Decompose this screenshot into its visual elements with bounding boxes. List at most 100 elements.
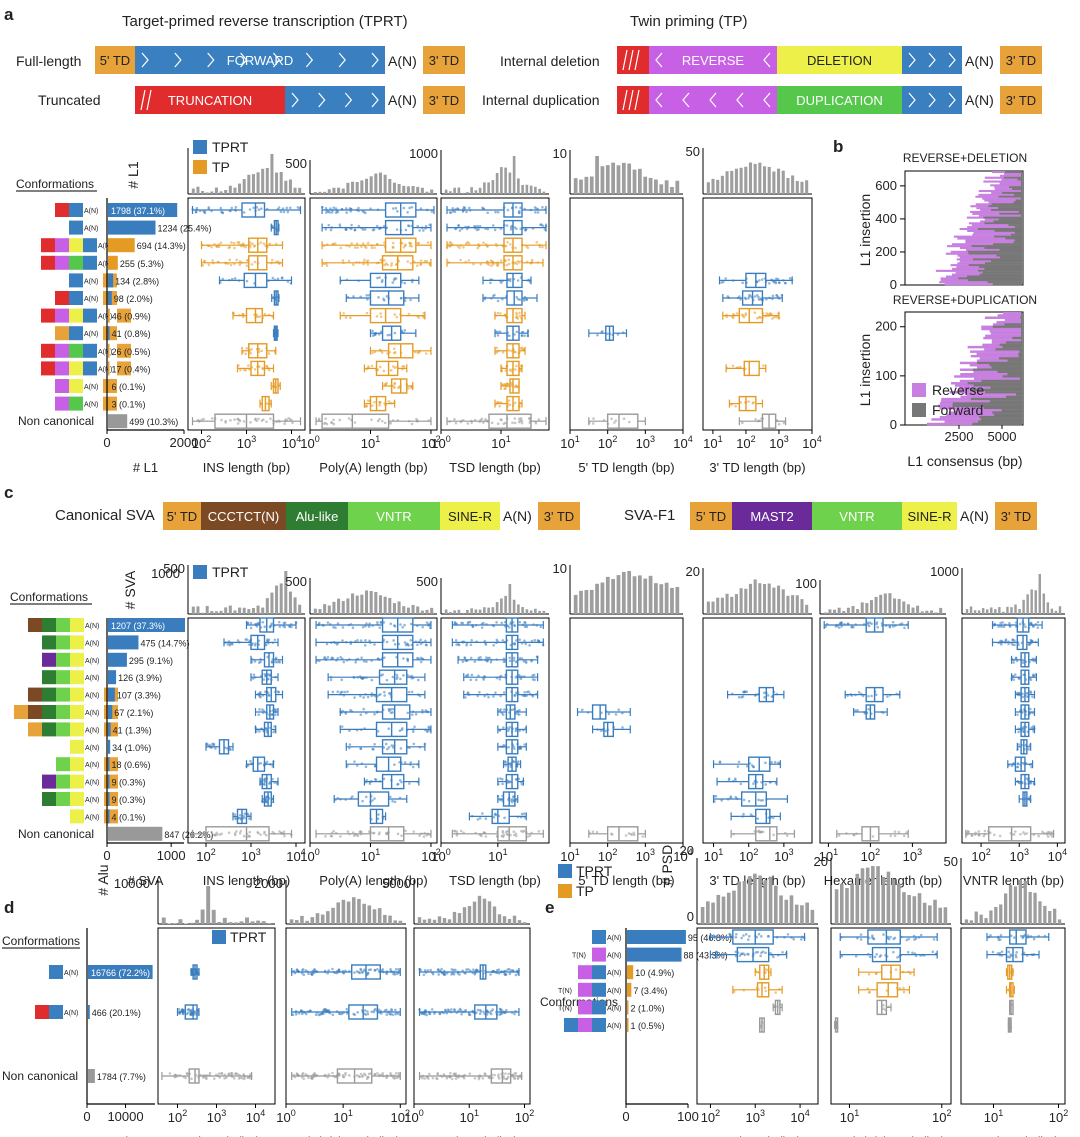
data-point — [229, 263, 233, 267]
iqr-box — [606, 826, 639, 842]
data-point — [469, 656, 473, 660]
reverse-segment — [947, 245, 972, 248]
polya-mini: A(N) — [84, 402, 98, 409]
data-point — [257, 621, 260, 625]
sva-f1-seg — [732, 502, 812, 530]
forward-segment — [984, 391, 1022, 394]
hist-bar — [916, 605, 920, 614]
data-point — [738, 295, 741, 298]
data-point — [462, 246, 465, 249]
data-point — [513, 747, 516, 750]
data-point — [348, 207, 352, 210]
data-point — [591, 422, 595, 425]
forward-segment — [1018, 210, 1022, 213]
hist-zero-label: 0 — [687, 909, 694, 924]
polya-mini: A(N) — [85, 623, 99, 630]
reverse-segment — [958, 388, 970, 392]
forward-segment — [1007, 359, 1022, 362]
data-point — [450, 1077, 454, 1081]
data-point — [278, 830, 281, 833]
hist-bar — [470, 608, 473, 614]
internal-duplication-seg — [777, 86, 902, 114]
bar-value-label: 7 (3.4%) — [633, 986, 667, 996]
slash-icon — [146, 89, 152, 111]
data-point — [518, 729, 522, 732]
segment-label: VNTR — [376, 509, 411, 524]
hist-bar — [487, 901, 492, 924]
data-point — [233, 418, 236, 421]
data-point — [373, 797, 376, 800]
data-point — [221, 277, 225, 281]
data-point — [245, 347, 249, 350]
hist-bar — [643, 578, 648, 614]
data-point — [512, 642, 515, 646]
data-point — [419, 656, 423, 660]
legend-label: Forward — [932, 402, 983, 418]
canonical-sva-seg — [163, 502, 201, 530]
td-block — [117, 361, 131, 376]
data-point — [203, 260, 206, 263]
forward-segment — [984, 247, 1022, 250]
data-point — [389, 795, 392, 799]
hist-bar — [444, 189, 448, 194]
row-label: Truncated — [38, 92, 101, 108]
data-point — [339, 246, 343, 250]
forward-segment — [999, 212, 1022, 215]
forward-segment — [999, 256, 1022, 259]
forward-segment — [1015, 199, 1022, 202]
data-point — [230, 206, 234, 210]
hist-bar — [1022, 599, 1025, 614]
hist-bar — [1030, 589, 1033, 614]
forward-segment — [971, 245, 1022, 248]
x-tick-label: 101 — [704, 847, 723, 864]
data-point — [513, 417, 517, 420]
data-point — [366, 695, 370, 699]
data-point — [479, 655, 482, 659]
forward-segment — [968, 264, 1022, 267]
td3-label: 3' TD — [429, 93, 459, 108]
data-point — [1027, 747, 1030, 751]
hist-bar — [664, 180, 669, 194]
hist-bar — [734, 168, 738, 194]
reverse-segment — [969, 363, 990, 367]
legend-swatch — [193, 140, 207, 154]
data-point — [756, 316, 759, 320]
data-point — [761, 830, 765, 834]
forward-segment — [979, 415, 1022, 419]
tp-title: Twin priming (TP) — [630, 13, 748, 30]
bar-value-label: 46 (0.9%) — [112, 312, 151, 322]
data-point — [1011, 638, 1015, 642]
data-point — [340, 678, 344, 682]
data-point — [999, 621, 1002, 625]
data-point — [419, 642, 423, 646]
x-axis-label: # PSD — [638, 1134, 676, 1137]
conformation-block — [578, 1018, 592, 1032]
hist-bar — [542, 191, 546, 194]
bar-value-label: 466 (20.1%) — [92, 1008, 141, 1018]
x-axis-label: 3' TD length (bp) — [709, 873, 805, 888]
data-point — [741, 281, 745, 285]
data-point — [361, 625, 365, 629]
bar — [627, 1000, 629, 1015]
forward-segment — [1020, 316, 1022, 319]
hist-bar — [472, 901, 477, 924]
data-point — [270, 622, 273, 626]
conformation-block — [592, 930, 606, 944]
data-point — [379, 693, 382, 696]
data-point — [218, 833, 222, 836]
reverse-segment — [975, 195, 999, 198]
data-point — [214, 747, 217, 750]
data-point — [436, 968, 440, 972]
data-point — [349, 316, 352, 320]
slash-icon — [622, 89, 628, 111]
data-point — [332, 829, 335, 833]
data-point — [499, 259, 503, 262]
data-point — [759, 954, 762, 958]
data-point — [227, 1073, 231, 1076]
hist-bar — [378, 172, 383, 194]
data-point — [489, 281, 492, 285]
data-point — [408, 241, 411, 245]
reverse-segment — [952, 267, 985, 270]
hist-bar — [397, 601, 401, 614]
data-point — [977, 833, 981, 837]
